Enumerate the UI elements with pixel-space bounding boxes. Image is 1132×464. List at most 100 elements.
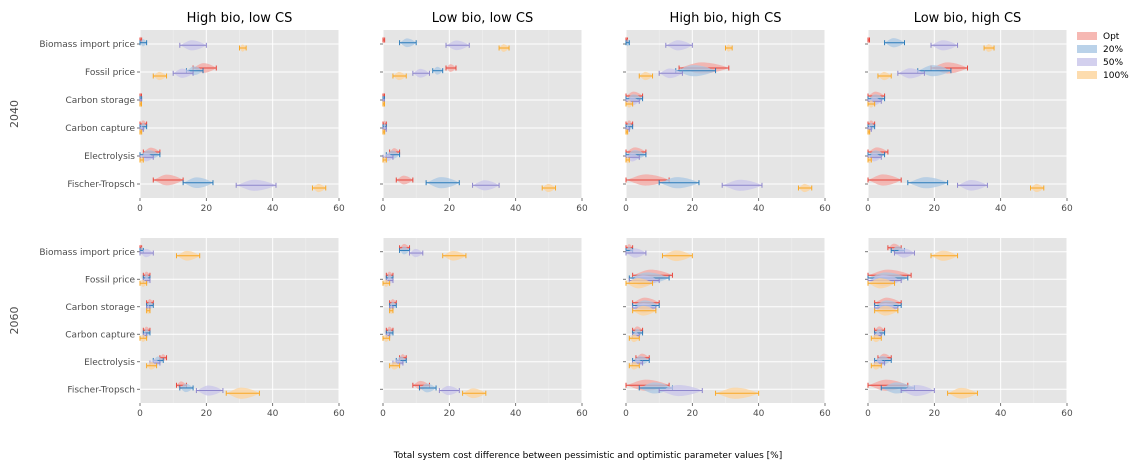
violin-100-biomass-import-price — [661, 250, 693, 262]
violin-100-fossil-price — [139, 279, 148, 287]
x-tick-label: 60 — [333, 409, 345, 419]
violin-100-fischer-tropsch — [797, 183, 813, 193]
legend-label-opt: Opt — [1103, 32, 1120, 42]
column-title-low-bio-high-cs: Low bio, high CS — [914, 11, 1022, 26]
x-tick-label: 40 — [753, 409, 765, 419]
panel-2040-low-bio-high-cs: 0 20 40 60 — [865, 30, 1073, 214]
violin-50-fischer-tropsch — [195, 385, 224, 396]
violin-20-fossil-price — [432, 66, 444, 75]
violin-100-biomass-import-price — [239, 44, 247, 52]
violin-20-biomass-import-price — [884, 38, 905, 48]
violin-opt-biomass-import-price — [867, 36, 870, 44]
violin-100-carbon-storage — [382, 100, 385, 108]
panel-2040-high-bio-high-cs: 0 20 40 60 — [623, 30, 831, 214]
y-tick-label-biomass-import-price: Biomass import price — [39, 40, 135, 50]
violin-100-electrolysis — [389, 361, 401, 370]
violin-20-fossil-price — [675, 65, 717, 77]
panel-2060-high-bio-low-cs: 0 20 40 60 Biomass import price Fossil price C… — [39, 238, 345, 419]
y-tick-label-fischer-tropsch: Fischer-Tropsch — [67, 180, 135, 190]
violin-100-fossil-price — [877, 71, 892, 81]
violin-100-fischer-tropsch — [462, 388, 487, 399]
x-tick-label: 60 — [333, 204, 345, 214]
violin-100-fossil-price — [625, 278, 654, 289]
legend-swatch-opt — [1077, 32, 1097, 40]
panel-2040-high-bio-low-cs: 0 20 40 60 Biomass import price Fossil price C… — [39, 30, 345, 214]
violin-100-carbon-capture — [139, 128, 143, 136]
violin-opt-biomass-import-price — [382, 36, 386, 44]
x-tick-label: 0 — [137, 409, 143, 419]
x-tick-label: 40 — [267, 204, 279, 214]
y-tick-label-electrolysis: Electrolysis — [84, 152, 135, 162]
x-axis-label: Total system cost difference between pes… — [393, 451, 782, 461]
x-tick-label: 20 — [929, 409, 941, 419]
violin-100-carbon-storage — [632, 305, 657, 316]
x-tick-label: 40 — [510, 409, 522, 419]
row-label-2040: 2040 — [8, 100, 21, 128]
violin-100-fischer-tropsch — [311, 183, 327, 193]
row-label-2060: 2060 — [8, 307, 21, 335]
y-tick-label-carbon-storage: Carbon storage — [66, 303, 136, 313]
x-tick-label: 60 — [1061, 409, 1073, 419]
x-tick-label: 20 — [201, 409, 213, 419]
x-tick-label: 60 — [576, 204, 588, 214]
violin-100-fossil-price — [392, 71, 407, 81]
y-tick-label-biomass-import-price: Biomass import price — [39, 248, 135, 258]
legend: Opt 20% 50% 100% — [1077, 32, 1129, 81]
legend-label-100: 100% — [1103, 71, 1129, 81]
violin-100-carbon-capture — [628, 334, 640, 343]
violin-opt-fischer-tropsch — [625, 174, 670, 186]
violin-20-fischer-tropsch — [425, 177, 460, 189]
violin-100-carbon-capture — [382, 128, 386, 136]
x-tick-label: 20 — [687, 204, 699, 214]
x-tick-label: 40 — [995, 204, 1007, 214]
violin-100-electrolysis — [628, 361, 640, 370]
violin-20-fischer-tropsch — [182, 177, 214, 189]
violin-100-carbon-storage — [625, 100, 634, 108]
violin-50-fossil-price — [897, 68, 925, 79]
panel-2060-high-bio-high-cs: 0 20 40 60 — [623, 238, 831, 419]
violin-opt-fischer-tropsch — [152, 174, 184, 186]
violin-20-biomass-import-price — [399, 38, 417, 48]
violin-100-biomass-import-price — [725, 44, 733, 52]
violin-100-electrolysis — [867, 156, 872, 164]
x-tick-label: 0 — [380, 204, 386, 214]
violin-100-carbon-storage — [874, 305, 899, 316]
violin-50-fischer-tropsch — [438, 385, 460, 396]
x-tick-label: 40 — [753, 204, 765, 214]
x-tick-label: 20 — [201, 204, 213, 214]
violin-20-biomass-import-price — [139, 39, 148, 47]
violin-100-carbon-capture — [139, 334, 148, 342]
panel-2040-low-bio-low-cs: 0 20 40 60 — [380, 30, 588, 214]
y-tick-label-carbon-capture: Carbon capture — [65, 330, 135, 340]
column-title-low-bio-low-cs: Low bio, low CS — [432, 11, 533, 26]
y-tick-label-carbon-storage: Carbon storage — [66, 96, 136, 106]
violin-50-fossil-price — [412, 68, 430, 78]
violin-50-fischer-tropsch — [900, 384, 935, 397]
violin-opt-fischer-tropsch — [867, 174, 902, 186]
violin-20-fischer-tropsch — [658, 177, 700, 189]
x-tick-label: 20 — [444, 204, 456, 214]
violin-100-carbon-storage — [389, 307, 394, 315]
violin-50-biomass-import-price — [894, 248, 915, 258]
column-title-high-bio-high-cs: High bio, high CS — [670, 11, 782, 26]
violin-100-fischer-tropsch — [541, 183, 556, 193]
violin-50-biomass-import-price — [665, 40, 693, 51]
violin-100-fischer-tropsch — [225, 387, 260, 399]
violin-100-fossil-price — [638, 71, 654, 81]
violin-20-biomass-import-price — [625, 39, 630, 47]
violin-100-fossil-price — [152, 71, 168, 81]
violin-100-carbon-storage — [146, 307, 151, 315]
violin-100-carbon-storage — [867, 100, 876, 108]
violin-100-fischer-tropsch — [947, 387, 978, 399]
violin-50-biomass-import-price — [179, 40, 207, 51]
violin-100-electrolysis — [382, 156, 387, 164]
x-tick-label: 60 — [576, 409, 588, 419]
legend-swatch-20 — [1077, 45, 1097, 53]
violin-100-biomass-import-price — [175, 250, 201, 261]
violin-opt-fischer-tropsch — [395, 175, 414, 185]
panel-2060-low-bio-high-cs: 0 20 40 60 — [865, 238, 1073, 419]
x-tick-label: 40 — [995, 409, 1007, 419]
y-tick-label-fossil-price: Fossil price — [85, 275, 135, 285]
violin-100-biomass-import-price — [498, 44, 510, 52]
x-tick-label: 60 — [819, 204, 831, 214]
